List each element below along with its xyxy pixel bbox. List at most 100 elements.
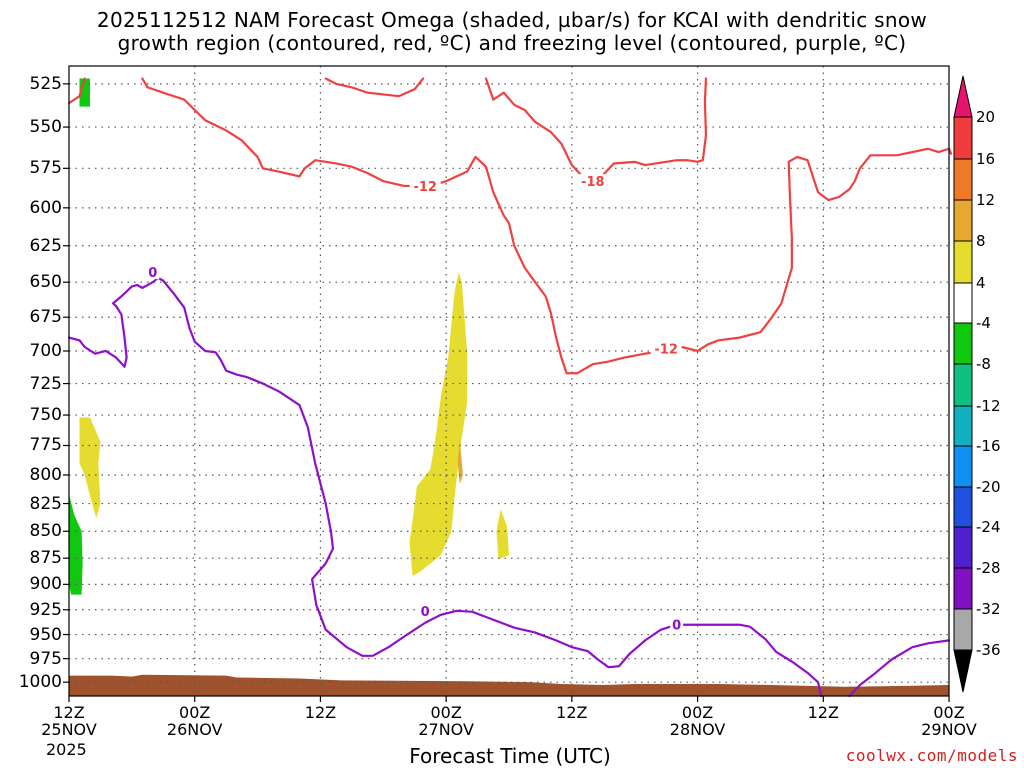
- omega-region: [409, 272, 468, 577]
- x-tick-time: 12Z: [304, 703, 337, 722]
- colorbar-tick-label: -12: [976, 397, 1001, 415]
- colorbar-tick-label: -16: [976, 437, 1001, 455]
- colorbar-tick-label: 16: [976, 150, 996, 168]
- x-tick-date: 27NOV: [418, 720, 474, 739]
- grid-layer: [69, 66, 949, 696]
- colorbar-tick-label: 8: [976, 232, 986, 250]
- y-tick-label: 800: [29, 464, 62, 485]
- y-tick-label: 525: [29, 73, 62, 94]
- contour-line: [67, 276, 823, 698]
- x-tick-label: 12Z: [556, 704, 587, 721]
- colorbar-swatch: [953, 158, 973, 201]
- colorbar-swatch: [953, 199, 973, 242]
- y-tick-label: 900: [29, 574, 62, 595]
- x-tick-label: 12Z: [808, 704, 839, 721]
- colorbar-tick-label: 4: [976, 274, 986, 292]
- x-tick-date: 28NOV: [669, 720, 726, 739]
- x-tick-label: 12Z: [305, 704, 336, 721]
- contour-label: -12: [413, 180, 437, 195]
- x-tick-label: 00Z 28NOV: [670, 704, 726, 738]
- colorbar-swatch: [953, 526, 973, 569]
- colorbar-swatch: [953, 567, 973, 610]
- contour-label: -12: [654, 342, 678, 357]
- x-tick-date: 26NOV: [166, 720, 223, 739]
- omega-region: [69, 494, 83, 595]
- colorbar-swatch: [953, 405, 973, 447]
- contour-label-bg: [418, 603, 432, 618]
- y-tick-label: 700: [29, 340, 62, 361]
- y-tick-label: 575: [29, 158, 62, 179]
- x-tick-label: 12Z 25NOV: [41, 704, 97, 738]
- y-tick-label: 625: [29, 235, 62, 256]
- y-tick-label: 600: [29, 197, 62, 218]
- contour-line: [484, 77, 708, 181]
- x-tick-label: 00Z 26NOV: [167, 704, 223, 738]
- contour-line: [67, 77, 86, 105]
- chart-title-line1: 2025112512 NAM Forecast Omega (shaded, µ…: [96, 8, 928, 32]
- x-tick-time: 00Z: [933, 703, 965, 722]
- contour-label-layer: -12 -18 -12 0 0 0: [146, 174, 684, 634]
- colorbar-swatch: [953, 445, 973, 488]
- colorbar: [953, 75, 973, 693]
- contour-line: [848, 639, 951, 698]
- x-tick-label: 00Z 27NOV: [418, 704, 474, 738]
- colorbar-tick-label: 12: [976, 191, 996, 209]
- y-tick-label: 725: [29, 373, 62, 394]
- colorbar-swatch: [953, 116, 973, 160]
- omega-shading-layer: [69, 78, 509, 595]
- chart-title-line2: growth region (contoured, red, ºC) and f…: [117, 31, 907, 55]
- colorbar-swatch: [953, 322, 973, 365]
- terrain-surface: [69, 674, 949, 696]
- colorbar-tick-label: -20: [976, 478, 1001, 496]
- colorbar-tick-label: -24: [976, 518, 1001, 536]
- x-tick-time: 12Z: [556, 703, 588, 722]
- x-tick-time: 12Z: [53, 703, 85, 722]
- y-tick-label: 875: [29, 548, 62, 569]
- omega-region: [79, 417, 101, 519]
- credit-link[interactable]: coolwx.com/models: [845, 746, 1018, 765]
- contour-line: [324, 77, 425, 98]
- year-label: 2025: [46, 740, 87, 759]
- y-tick-label: 750: [29, 405, 62, 426]
- x-axis-label: Forecast Time (UTC): [409, 744, 611, 768]
- y-tick-label: 650: [29, 272, 62, 293]
- colorbar-swatch: [953, 240, 973, 284]
- contour-label-bg: [409, 178, 441, 193]
- colorbar-tick-label: -4: [976, 314, 991, 332]
- colorbar-swatch: [953, 608, 973, 651]
- omega-region: [496, 509, 509, 560]
- contour-label: 0: [148, 266, 157, 281]
- contour-label: -18: [581, 175, 605, 190]
- plot-frame: [68, 65, 950, 697]
- colorbar-top-arrow: [953, 75, 973, 118]
- omega-region: [457, 439, 463, 485]
- colorbar-tick-label: -32: [976, 600, 1001, 618]
- y-tick-label: 550: [29, 117, 62, 138]
- x-tick-date: 25NOV: [41, 720, 97, 739]
- y-tick-label: 975: [29, 648, 62, 669]
- x-tick-time: 00Z: [430, 703, 462, 722]
- x-tick-date: 29NOV: [921, 720, 977, 739]
- x-tick-time: 00Z: [179, 703, 211, 722]
- colorbar-tick-label: -36: [976, 641, 1001, 659]
- y-tick-label: 925: [29, 599, 62, 620]
- contour-label-bg: [577, 174, 609, 189]
- contour-label-bg: [146, 265, 160, 280]
- colorbar-tick-label: -28: [976, 559, 1001, 577]
- colorbar-bottom-arrow: [953, 649, 973, 693]
- x-tick-label: 00Z 29NOV: [921, 704, 977, 738]
- y-tick-label: 775: [29, 435, 62, 456]
- y-tick-label: 825: [29, 493, 62, 514]
- contour-label: 0: [672, 619, 681, 634]
- colorbar-swatch: [953, 486, 973, 528]
- y-tick-label: 850: [29, 521, 62, 542]
- y-tick-label: 1000: [18, 672, 62, 693]
- colorbar-swatch: [953, 282, 973, 324]
- x-tick-time: 12Z: [807, 703, 839, 722]
- colorbar-tick-label: -8: [976, 355, 991, 373]
- y-tick-label: 675: [29, 307, 62, 328]
- contour-label-bg: [670, 617, 684, 632]
- colorbar-swatch: [953, 363, 973, 407]
- x-tick-time: 00Z: [681, 703, 714, 722]
